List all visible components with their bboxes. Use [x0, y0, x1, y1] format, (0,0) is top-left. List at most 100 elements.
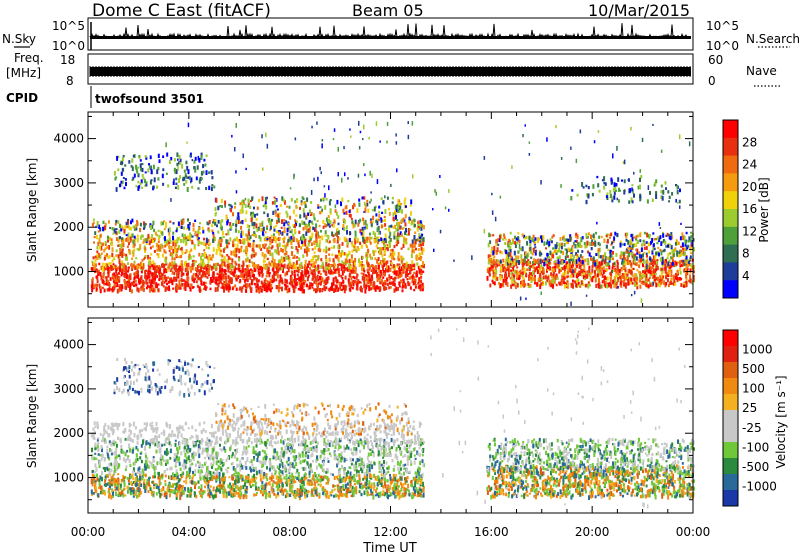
radar-cell: [197, 274, 200, 280]
radar-cell: [320, 198, 322, 202]
radar-cell: [297, 266, 299, 270]
radar-cell: [665, 245, 668, 248]
radar-cell: [178, 236, 181, 241]
radar-cell: [645, 246, 648, 251]
radar-cell: [215, 252, 218, 255]
radar-cell: [154, 270, 156, 275]
radar-cell: [515, 261, 518, 267]
radar-cell: [276, 274, 279, 279]
radar-cell: [397, 274, 400, 277]
radar-cell: [348, 263, 351, 267]
radar-cell: [349, 128, 351, 131]
radar-cell: [249, 205, 252, 209]
radar-cell: [498, 238, 501, 243]
radar-cell: [299, 281, 302, 285]
radar-cell: [305, 270, 308, 275]
radar-cell: [364, 219, 367, 225]
radar-cell: [220, 263, 223, 268]
radar-cell: [660, 241, 663, 246]
radar-cell: [228, 266, 231, 270]
radar-cell: [635, 256, 638, 261]
radar-cell: [209, 264, 211, 268]
radar-cell: [370, 191, 372, 194]
radar-cell: [657, 246, 660, 249]
radar-cell: [543, 261, 546, 267]
radar-cell: [513, 258, 516, 261]
radar-cell: [342, 223, 345, 228]
radar-cell: [260, 247, 263, 251]
radar-cell: [320, 229, 322, 233]
radar-cell: [418, 243, 421, 247]
radar-cell: [628, 244, 631, 250]
radar-cell: [292, 225, 295, 228]
radar-cell: [280, 263, 283, 268]
radar-cell: [364, 203, 367, 208]
radar-cell: [118, 288, 121, 293]
radar-cell: [101, 286, 104, 289]
radar-cell: [415, 238, 418, 242]
radar-cell: [215, 280, 218, 285]
radar-cell: [206, 276, 209, 279]
radar-cell: [222, 248, 225, 253]
radar-cell: [166, 282, 168, 286]
radar-cell: [253, 274, 255, 278]
radar-cell: [231, 205, 233, 209]
radar-cell: [418, 269, 421, 274]
radar-cell: [203, 241, 205, 246]
radar-cell: [191, 265, 194, 271]
radar-cell: [129, 287, 132, 291]
radar-cell: [391, 196, 394, 200]
radar-cell: [392, 277, 395, 281]
radar-cell: [230, 273, 233, 276]
radar-cell: [601, 267, 604, 271]
radar-cell: [534, 274, 536, 279]
radar-cell: [235, 278, 238, 281]
radar-cell: [670, 277, 673, 282]
radar-cell: [608, 264, 611, 270]
radar-cell: [325, 255, 328, 260]
radar-cell: [115, 249, 118, 253]
radar-cell: [549, 280, 552, 284]
radar-cell: [550, 257, 553, 262]
radar-cell: [402, 280, 405, 284]
radar-cell: [142, 263, 145, 268]
radar-cell: [656, 265, 659, 271]
radar-cell: [302, 208, 305, 213]
radar-cell: [174, 186, 177, 189]
radar-cell: [325, 238, 328, 243]
radar-cell: [188, 234, 191, 240]
radar-cell: [386, 260, 389, 264]
radar-cell: [509, 262, 512, 266]
radar-cell: [187, 283, 190, 288]
radar-cell: [351, 220, 354, 224]
radar-cell: [172, 181, 175, 186]
radar-cell: [366, 260, 368, 265]
radar-cell: [504, 270, 507, 275]
radar-cell: [538, 237, 541, 241]
radar-cell: [95, 275, 98, 279]
radar-cell: [158, 236, 160, 240]
radar-cell: [366, 280, 369, 285]
radar-cell: [588, 252, 591, 257]
radar-cell: [598, 264, 601, 267]
radar-cell: [274, 249, 277, 253]
radar-cell: [594, 242, 597, 247]
radar-cell: [530, 250, 533, 255]
radar-cell: [492, 276, 495, 280]
radar-cell: [108, 236, 111, 241]
radar-cell: [690, 231, 693, 234]
radar-cell: [152, 260, 155, 265]
radar-cell: [102, 279, 105, 284]
radar-cell: [552, 270, 555, 275]
radar-cell: [685, 258, 688, 263]
radar-cell: [632, 267, 635, 270]
radar-cell: [405, 237, 408, 241]
radar-cell: [275, 278, 278, 282]
radar-cell: [547, 276, 550, 280]
radar-cell: [95, 234, 98, 240]
radar-cell: [551, 235, 554, 239]
radar-cell: [398, 285, 401, 288]
radar-cell: [417, 248, 420, 251]
radar-cell: [378, 211, 381, 214]
radar-cell: [389, 243, 391, 248]
